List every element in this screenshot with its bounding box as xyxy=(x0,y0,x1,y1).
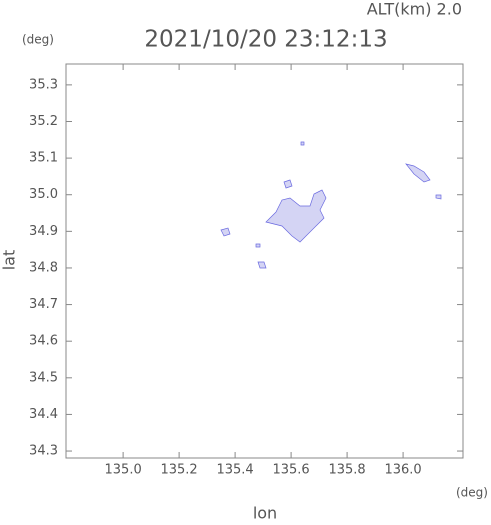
y-unit: (deg) xyxy=(22,33,54,47)
y-tick-label: 34.8 xyxy=(29,260,58,275)
x-tick-label: 135.0 xyxy=(105,463,142,478)
y-tick-label: 34.6 xyxy=(29,334,58,349)
y-tick-label: 35.3 xyxy=(29,77,58,92)
x-tick-label: 135.8 xyxy=(328,463,365,478)
echo-areas xyxy=(220,141,442,269)
x-axis-label: lon xyxy=(253,504,277,522)
y-tick-label: 35.2 xyxy=(29,114,58,129)
y-axis-label: lat xyxy=(0,250,19,271)
chart-title: 2021/10/20 23:12:13 xyxy=(144,27,387,53)
x-unit: (deg) xyxy=(456,486,488,500)
y-tick-label: 34.7 xyxy=(29,297,58,312)
y-tick-label: 34.3 xyxy=(29,444,58,459)
altitude-label: ALT(km) 2.0 xyxy=(367,0,462,19)
x-tick-label: 135.4 xyxy=(216,463,253,478)
plot-frame xyxy=(65,63,464,459)
y-tick-label: 34.5 xyxy=(29,370,58,385)
y-tick-label: 35.0 xyxy=(29,187,58,202)
x-tick-label: 135.6 xyxy=(272,463,309,478)
x-tick-label: 136.0 xyxy=(384,463,421,478)
y-tick-label: 34.9 xyxy=(29,224,58,239)
x-tick-label: 135.2 xyxy=(160,463,197,478)
y-tick-label: 35.1 xyxy=(29,151,58,166)
y-tick-label: 34.4 xyxy=(29,407,58,422)
